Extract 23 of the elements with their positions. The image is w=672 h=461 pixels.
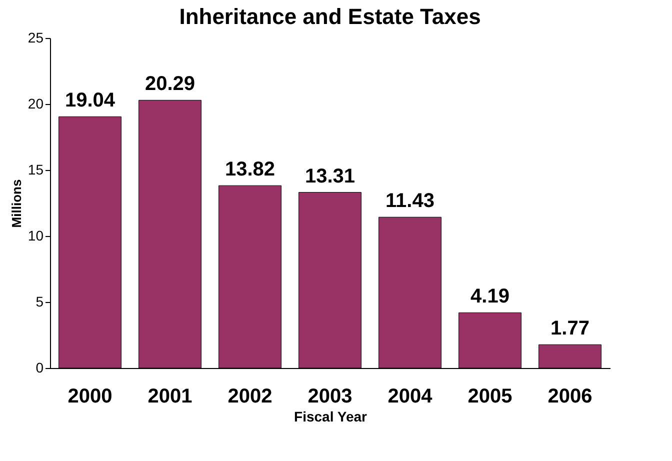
data-label: 13.82 <box>224 158 276 181</box>
data-label: 11.43 <box>386 190 434 212</box>
x-tick-label: 2005 <box>468 386 512 408</box>
x-tick-label: 2003 <box>308 386 352 408</box>
x-tick-label: 2006 <box>548 386 592 408</box>
data-label: 1.77 <box>550 318 590 340</box>
y-tick-label: 5 <box>36 294 44 310</box>
y-tick-label: 0 <box>36 360 44 376</box>
x-tick-label: 2001 <box>148 386 192 408</box>
data-label: 13.31 <box>304 165 356 188</box>
y-tick-label: 20 <box>28 96 44 112</box>
data-label: 20.29 <box>144 73 196 96</box>
data-label: 4.19 <box>470 286 510 308</box>
x-tick-label: 2002 <box>228 386 272 408</box>
x-tick-label: 2000 <box>68 386 112 408</box>
x-axis-title: Fiscal Year <box>294 408 368 424</box>
x-tick-label: 2004 <box>388 386 434 408</box>
chart-title: Inheritance and Estate Taxes <box>179 4 481 29</box>
y-axis-title: Millions <box>8 179 24 228</box>
data-label: 19.04 <box>64 90 116 112</box>
y-tick-label: 15 <box>28 162 44 178</box>
y-tick-label: 10 <box>28 228 44 244</box>
y-tick-label: 25 <box>28 30 44 46</box>
